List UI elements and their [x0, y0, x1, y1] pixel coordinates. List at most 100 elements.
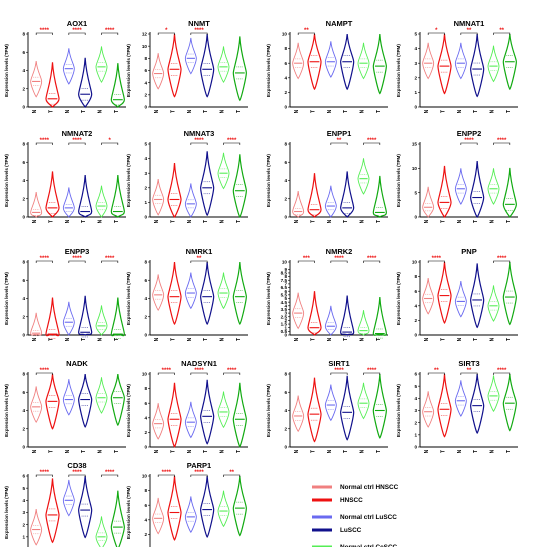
y-tick-label: 0 [144, 333, 147, 338]
violin-5 [95, 46, 108, 83]
y-tick-label: 4 [284, 75, 287, 80]
significance-label: **** [72, 28, 82, 34]
x-tick-label: T [506, 450, 512, 453]
y-tick-label: 0 [414, 333, 417, 338]
y-tick-label: 8 [144, 386, 147, 391]
x-tick-label: T [171, 110, 177, 113]
y-tick-label: 8 [284, 46, 287, 51]
y-tick-label: 6 [284, 61, 287, 66]
legend-label: Normal ctrl HNSCC [340, 484, 399, 491]
x-tick-label: N [490, 337, 496, 341]
x-tick-label: T [49, 338, 55, 341]
panel-title: NMNAT3 [184, 129, 215, 138]
violin-6 [502, 33, 517, 91]
x-tick-label: N [327, 449, 333, 453]
significance-label: **** [40, 256, 50, 262]
violin-6 [232, 154, 247, 218]
x-tick-label: T [171, 220, 177, 223]
x-tick-label: T [49, 110, 55, 113]
y-tick-label: 4 [284, 408, 287, 413]
x-tick-label: N [360, 449, 366, 453]
significance-bracket [297, 32, 315, 35]
violin-5 [357, 382, 370, 420]
significance-bracket [157, 474, 175, 477]
y-tick-label: 6 [414, 372, 417, 377]
violin-6 [232, 382, 247, 448]
panel-title: NAMPT [326, 19, 353, 28]
significance-label: ** [467, 368, 472, 374]
violin-3 [184, 272, 197, 310]
violin-1 [292, 395, 305, 433]
significance-label: **** [105, 470, 115, 476]
significance-bracket [363, 260, 381, 263]
x-tick-label: T [203, 110, 209, 113]
violin-4 [200, 261, 215, 326]
significance-bracket [68, 142, 86, 145]
legend-label: Normal ctrl LuSCC [340, 514, 397, 521]
y-tick-label: 0 [284, 333, 287, 338]
x-tick-label: T [49, 220, 55, 223]
x-tick-label: T [49, 450, 55, 453]
y-tick-label: 2 [22, 426, 25, 431]
y-tick-label: 6 [144, 68, 147, 73]
violin-2 [437, 165, 452, 218]
x-tick-label: N [360, 337, 366, 341]
x-tick-label: N [98, 337, 104, 341]
violin-5 [95, 185, 108, 218]
y-tick-label: 10 [142, 44, 148, 49]
violin-1 [30, 191, 43, 218]
y-tick-label: 4 [284, 178, 287, 183]
y-tick-label: 0.5 [281, 329, 288, 334]
y-axis-label: Expression levels (TPM) [396, 154, 401, 207]
significance-bracket [101, 32, 119, 35]
significance-label: **** [334, 256, 344, 262]
x-tick-label: N [490, 219, 496, 223]
violin-5 [217, 272, 230, 310]
y-axis-label: Expression levels (TPM) [126, 486, 131, 539]
y-tick-label: 9 [284, 267, 287, 272]
violin-6 [110, 373, 125, 427]
significance-bracket [157, 372, 175, 375]
significance-label: ** [499, 28, 504, 34]
significance-label: ** [467, 28, 472, 34]
x-tick-label: N [327, 109, 333, 113]
significance-bracket [190, 260, 208, 263]
significance-label: **** [497, 138, 507, 144]
y-tick-label: 4 [22, 408, 25, 413]
violin-4 [78, 373, 93, 428]
x-tick-label: N [154, 109, 160, 113]
significance-label: **** [367, 138, 377, 144]
x-tick-label: N [32, 219, 38, 223]
y-tick-label: 2 [22, 522, 25, 527]
panel-title: CD38 [67, 461, 86, 470]
x-tick-label: T [171, 450, 177, 453]
y-tick-label: 2 [284, 196, 287, 201]
violin-4 [340, 33, 355, 91]
x-tick-label: T [236, 338, 242, 341]
y-tick-label: 0 [284, 445, 287, 450]
x-tick-label: N [490, 449, 496, 453]
y-tick-label: 2 [22, 314, 25, 319]
violin-4 [470, 373, 485, 434]
y-tick-label: 6.5 [281, 285, 288, 290]
y-tick-label: 5 [414, 384, 417, 389]
x-tick-label: N [65, 337, 71, 341]
y-axis-label: Expression levels (TPM) [396, 272, 401, 325]
violin-4 [200, 33, 215, 98]
x-tick-label: T [506, 220, 512, 223]
y-tick-label: 2 [144, 430, 147, 435]
significance-label: **** [40, 470, 50, 476]
x-tick-label: T [171, 338, 177, 341]
violin-5 [217, 391, 230, 429]
significance-label: ** [304, 28, 309, 34]
significance-bracket [190, 32, 208, 35]
violin-4 [470, 161, 485, 218]
y-tick-label: 3 [414, 61, 417, 66]
violin-3 [184, 183, 197, 218]
panel-title: SIRT1 [328, 359, 349, 368]
violin-5 [217, 152, 230, 190]
y-tick-label: 4 [22, 498, 25, 503]
significance-bracket [190, 474, 208, 477]
significance-bracket [101, 474, 119, 477]
